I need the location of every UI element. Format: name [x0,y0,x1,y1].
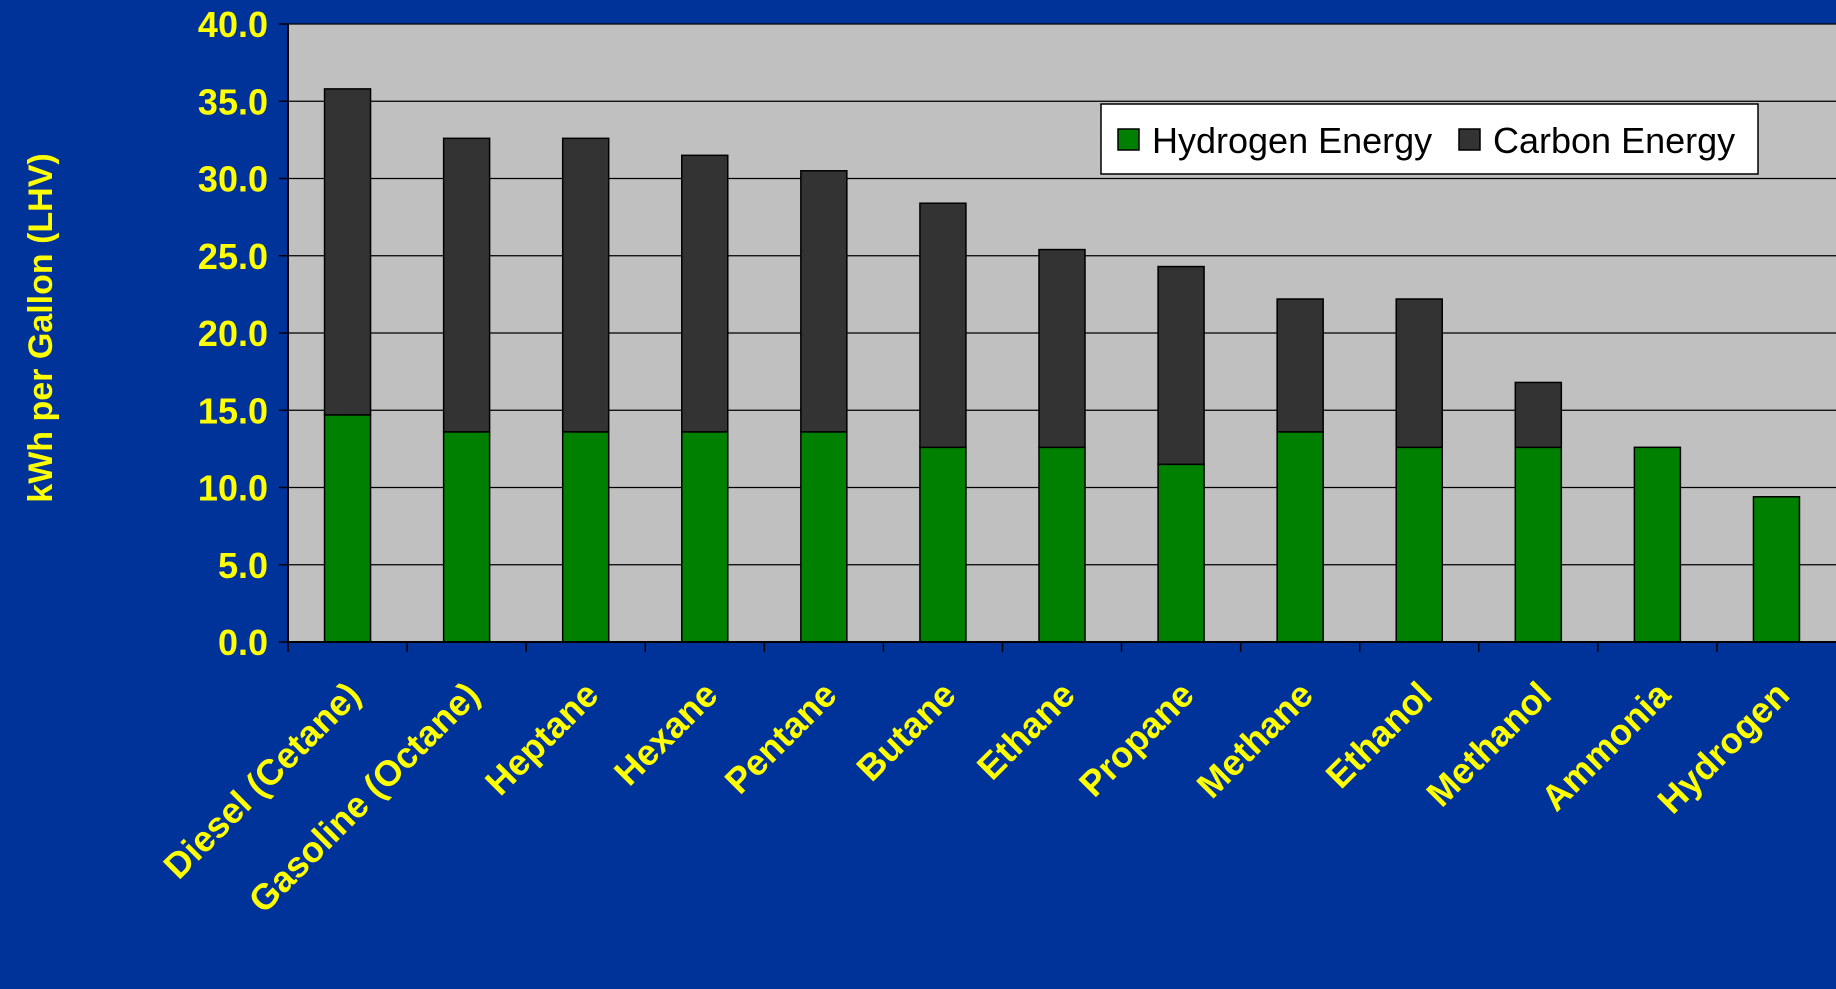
y-tick-label: 35.0 [198,81,268,122]
bars [323,88,1801,643]
bar-carbon-energy-ethane [1038,248,1086,449]
bar-hydrogen-energy-gasoline-octane [442,431,491,643]
bar-hydrogen-energy-methanol [1514,446,1563,643]
bar-hydrogen-energy-heptane [561,431,610,643]
bar-carbon-energy-diesel-cetane [323,88,372,416]
y-tick-label: 10.0 [198,468,268,509]
bar-hydrogen-energy-ethane [1038,446,1086,643]
x-tick-label-hydrogen: Hydrogen [1649,674,1797,822]
legend-box [1100,103,1759,175]
bar-hydrogen-energy-diesel-cetane [323,414,372,643]
x-tick-label-hexane: Hexane [606,674,726,794]
bar-hydrogen-energy-ammonia [1633,446,1682,643]
x-tick-label-pentane: Pentane [716,674,844,802]
x-tick-label-ethanol: Ethanol [1318,674,1440,796]
legend-swatch-carbon-energy [1458,128,1481,151]
x-tick-label-butane: Butane [848,674,963,789]
x-tick-label-diesel-cetane: Diesel (Cetane) [155,674,368,887]
bar-hydrogen-energy-ethanol [1395,446,1443,643]
bar-carbon-energy-ethanol [1395,298,1443,449]
x-tick-label-propane: Propane [1071,674,1202,805]
bar-hydrogen-energy-methane [1276,431,1324,643]
y-tick-label: 0.0 [218,622,268,663]
legend-label-carbon-energy: Carbon Energy [1493,120,1735,161]
bar-hydrogen-energy-hexane [681,431,729,643]
bar-carbon-energy-methanol [1514,381,1563,449]
y-tick-label: 15.0 [198,390,268,431]
axes [279,23,1836,652]
legend: Hydrogen Energy Carbon Energy [1100,103,1759,175]
bar-carbon-energy-butane [919,202,967,449]
y-tick-label: 25.0 [198,236,268,277]
x-tick-label-gasoline-octane: Gasoline (Octane) [240,674,487,921]
x-tick-label-methane: Methane [1189,674,1321,806]
y-tick-label: 30.0 [198,159,268,200]
y-axis-title: kWh per Gallon (LHV) [22,153,60,502]
bar-hydrogen-energy-hydrogen [1752,496,1801,643]
bar-carbon-energy-propane [1157,265,1205,466]
legend-swatch-hydrogen-energy [1117,128,1140,151]
bar-carbon-energy-gasoline-octane [442,137,491,433]
y-tick-label: 5.0 [218,545,268,586]
bar-carbon-energy-methane [1276,298,1324,433]
y-tick-label: 20.0 [198,313,268,354]
legend-label-hydrogen-energy: Hydrogen Energy [1152,120,1432,161]
bar-hydrogen-energy-propane [1157,463,1205,643]
bar-hydrogen-energy-pentane [800,431,848,643]
y-tick-labels: 0.0 5.0 10.0 15.0 20.0 25.0 30.0 35.0 40.0 [198,4,268,663]
bar-hydrogen-energy-butane [919,446,967,643]
bar-carbon-energy-heptane [561,137,610,433]
bar-carbon-energy-hexane [681,154,729,433]
y-tick-label: 40.0 [198,4,268,45]
x-tick-label-ethane: Ethane [969,674,1083,788]
bar-carbon-energy-pentane [800,170,848,433]
x-tick-labels: Diesel (Cetane)Gasoline (Octane)Heptane H… [155,673,1797,921]
x-tick-label-heptane: Heptane [477,674,606,803]
